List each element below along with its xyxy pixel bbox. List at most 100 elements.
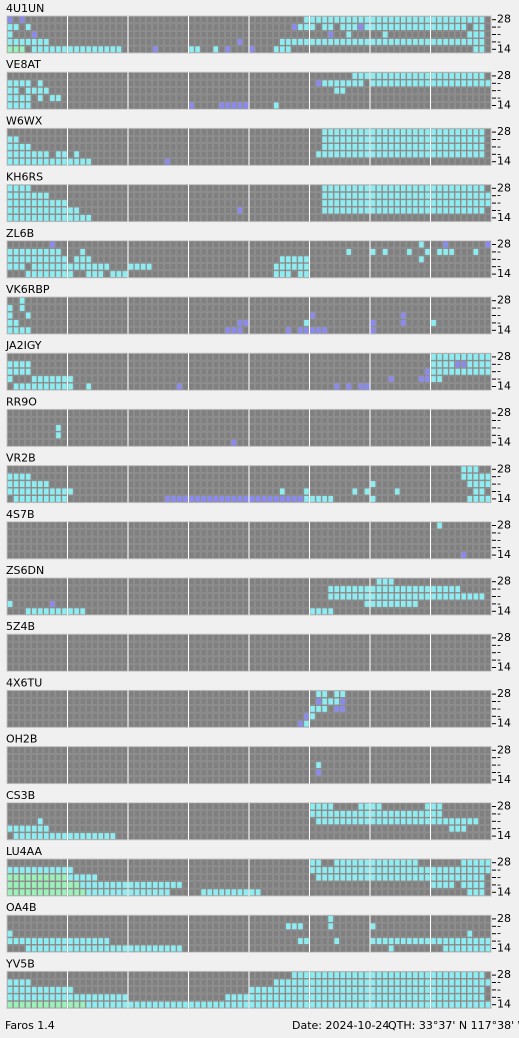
cell [25, 488, 31, 495]
cell [352, 312, 358, 319]
cell [333, 87, 340, 95]
cell [291, 417, 298, 424]
cell [61, 270, 68, 278]
cell [49, 465, 56, 473]
cell [134, 480, 140, 488]
cell [146, 353, 152, 361]
cell [448, 326, 455, 334]
cell [212, 585, 219, 593]
cell [13, 319, 19, 327]
cell [273, 199, 280, 207]
cell [309, 150, 316, 158]
cell [55, 375, 62, 383]
cell [152, 656, 158, 664]
cell [394, 45, 401, 53]
cell [225, 136, 231, 143]
cell [7, 102, 13, 109]
cell [116, 248, 122, 256]
cell [315, 248, 322, 256]
cell [285, 304, 292, 312]
cell [273, 304, 280, 312]
cell [206, 551, 213, 559]
cell [273, 360, 280, 368]
cell [267, 431, 273, 439]
cell [382, 255, 388, 263]
cell [98, 31, 104, 38]
cell [321, 143, 328, 151]
cell [110, 79, 116, 87]
cell [49, 439, 56, 447]
cell [110, 417, 116, 424]
cell [164, 45, 171, 53]
cell [485, 297, 491, 305]
cell [285, 495, 292, 503]
cell [291, 375, 298, 383]
cell [291, 607, 298, 615]
cell [7, 158, 13, 166]
cell [273, 649, 280, 657]
cell [200, 353, 207, 361]
cell [303, 353, 310, 361]
cell [285, 94, 292, 102]
cell [176, 439, 183, 447]
cell [146, 465, 152, 473]
cell [31, 263, 38, 271]
cell [98, 664, 104, 671]
cell [91, 585, 98, 593]
cell [170, 383, 177, 390]
cell [430, 184, 437, 192]
cell [98, 248, 104, 256]
cell [394, 241, 401, 248]
cell [7, 424, 13, 432]
cell [261, 158, 267, 166]
cell [412, 150, 419, 158]
cell [400, 102, 407, 109]
cell [370, 488, 376, 495]
cell [327, 431, 334, 439]
cell [152, 488, 158, 495]
cell [85, 473, 92, 481]
cell [473, 128, 479, 136]
cell [7, 664, 13, 671]
cell [49, 255, 56, 263]
cell [388, 23, 394, 31]
cell [261, 136, 267, 143]
cell [315, 360, 322, 368]
cell [388, 495, 394, 503]
cell [424, 150, 431, 158]
cell [61, 23, 68, 31]
cell [424, 241, 431, 248]
cell [128, 522, 134, 529]
cell [467, 128, 473, 136]
cell [394, 439, 401, 447]
cell [461, 649, 467, 657]
cell [219, 495, 225, 503]
cell [49, 536, 56, 544]
cell [55, 87, 62, 95]
cell [91, 488, 98, 495]
cell [13, 656, 19, 664]
cell [279, 102, 286, 109]
cell [358, 551, 364, 559]
cell [485, 87, 491, 95]
cell [31, 255, 38, 263]
cell [358, 600, 364, 608]
cell [110, 184, 116, 192]
cell [182, 199, 189, 207]
cell [400, 326, 407, 334]
cell [164, 488, 171, 495]
cell [219, 578, 225, 586]
cell [67, 607, 74, 615]
cell [394, 424, 401, 432]
cell [430, 439, 437, 447]
cell [170, 551, 177, 559]
cell [13, 16, 19, 24]
cell [430, 383, 437, 390]
cell [430, 79, 437, 87]
cell [461, 600, 467, 608]
cell [309, 199, 316, 207]
cell [13, 23, 19, 31]
cell [315, 607, 322, 615]
cell [364, 424, 370, 432]
cell [170, 128, 177, 136]
